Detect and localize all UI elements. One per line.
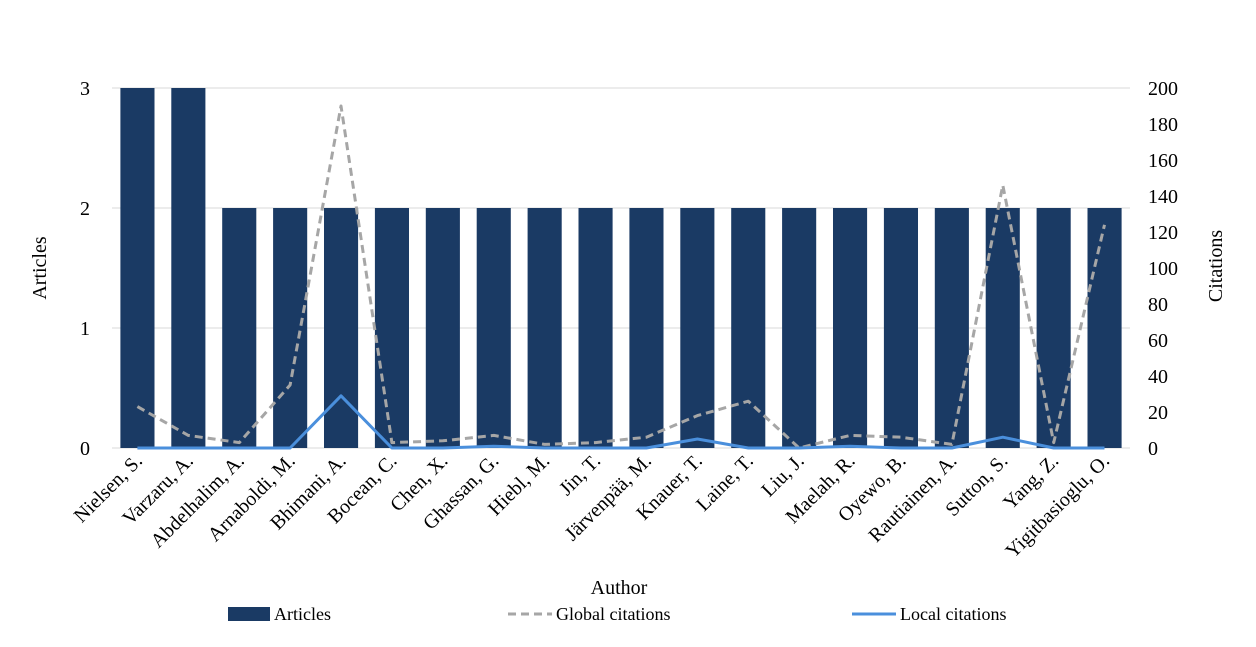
bar-articles: [323, 208, 359, 448]
bar-articles: [629, 208, 664, 448]
bar-articles: [374, 208, 410, 448]
citation-lines: [136, 104, 1106, 450]
bar-articles: [222, 208, 257, 448]
legend-label: Articles: [274, 604, 331, 624]
x-tick-label: Laine, T.: [692, 450, 758, 516]
bar-articles: [832, 208, 868, 448]
bar-articles: [476, 208, 511, 448]
bar-articles: [731, 208, 766, 448]
bar-articles: [782, 208, 817, 448]
y-tick-label-left: 2: [80, 198, 90, 220]
bar-articles: [680, 208, 715, 448]
x-axis-title: Author: [591, 577, 648, 599]
bar-articles: [883, 208, 919, 448]
y-tick-label-right: 60: [1148, 330, 1168, 352]
y-tick-label-right: 0: [1148, 438, 1158, 460]
y-tick-label-left: 0: [80, 438, 90, 460]
y-tick-label-right: 180: [1148, 114, 1178, 136]
y-tick-label-right: 40: [1148, 366, 1168, 388]
local-citations-line: [137, 394, 1105, 450]
global-citations-line: [136, 104, 1106, 450]
legend-swatch-articles: [228, 607, 270, 621]
bar-articles: [273, 208, 308, 448]
legend-label: Local citations: [900, 604, 1006, 624]
bar-articles: [1036, 208, 1071, 448]
bar-articles: [934, 208, 969, 448]
bar-articles: [120, 88, 155, 448]
y-tick-label-right: 200: [1148, 78, 1178, 100]
y-tick-label-right: 20: [1148, 402, 1168, 424]
bar-articles: [527, 208, 562, 448]
bar-articles: [171, 88, 206, 448]
bar-articles: [1087, 208, 1122, 448]
bar-articles: [425, 208, 460, 448]
y-axis-title-right: Citations: [1205, 230, 1227, 302]
y-tick-label-right: 160: [1148, 150, 1178, 172]
y-tick-label-right: 100: [1148, 258, 1178, 280]
y-tick-label-right: 120: [1148, 222, 1178, 244]
legend: Articles Global citations Local citations: [228, 604, 1006, 624]
y-tick-label-left: 3: [80, 78, 90, 100]
gridlines: [112, 87, 1130, 449]
y-tick-label-left: 1: [80, 318, 90, 340]
y-tick-label-right: 80: [1148, 294, 1168, 316]
bar-articles: [578, 208, 613, 448]
y-tick-label-right: 140: [1148, 186, 1178, 208]
bars-articles: [120, 88, 1122, 448]
y-axis-title-left: Articles: [29, 236, 51, 300]
legend-label: Global citations: [556, 604, 670, 624]
